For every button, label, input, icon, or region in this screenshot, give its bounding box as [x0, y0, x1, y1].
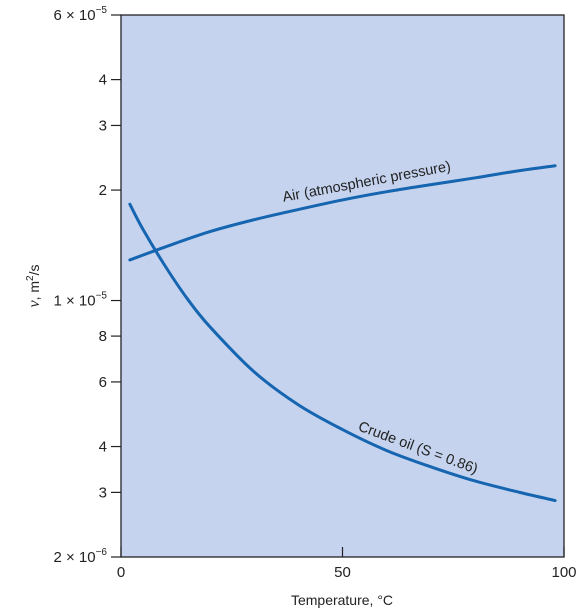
- y-tick-label: 4: [99, 72, 107, 89]
- y-tick-label: 1 × 10−5: [53, 291, 107, 310]
- y-tick-label: 3: [99, 484, 107, 501]
- y-axis-unit: , m: [26, 281, 42, 300]
- y-tick-label: 3: [99, 117, 107, 134]
- y-tick-label: 2 × 10−6: [53, 547, 107, 566]
- plot-area: [120, 14, 565, 558]
- y-axis-title: ν, m2/s: [25, 264, 43, 307]
- tick-group: 6 × 10−5 4 3 2 1 × 10−5 8 6 4 3 2 × 10−6 0 50 100: [53, 5, 576, 581]
- series-group: [128, 164, 557, 503]
- x-tick-label: 0: [117, 564, 125, 581]
- series-line-0: [128, 164, 557, 262]
- y-axis-symbol: ν: [26, 300, 43, 308]
- y-tick-label: 8: [99, 328, 107, 345]
- y-axis-unit-tail: /s: [26, 264, 42, 275]
- y-tick-label: 6 × 10−5: [53, 5, 107, 24]
- x-axis-title: Temperature, °C: [291, 592, 393, 608]
- y-axis-unit-exponent: 2: [25, 275, 36, 281]
- y-tick-label: 2: [99, 182, 107, 199]
- y-tick-label: 4: [99, 439, 107, 456]
- x-tick-label: 100: [551, 564, 576, 581]
- y-tick-label: 6: [99, 374, 107, 391]
- series-line-1: [128, 202, 557, 503]
- x-tick-label: 50: [334, 564, 351, 581]
